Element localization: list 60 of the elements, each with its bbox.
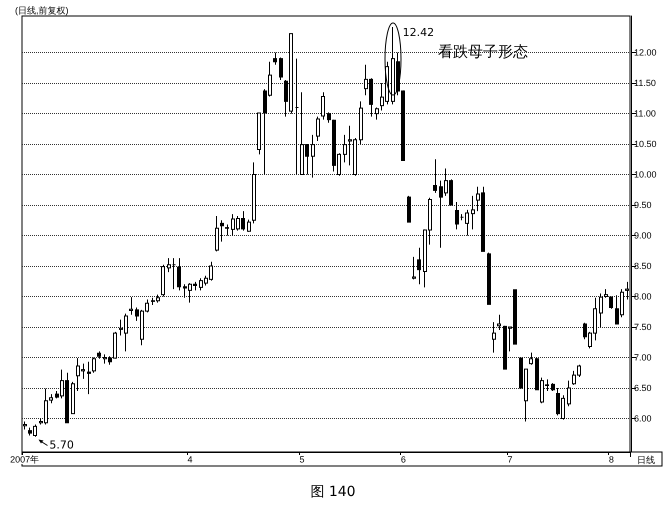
candlestick — [551, 382, 555, 392]
candlestick — [177, 258, 181, 291]
candlestick — [129, 296, 133, 316]
candlestick — [417, 247, 421, 285]
candlestick — [71, 381, 75, 414]
x-tick-label: 5 — [299, 454, 305, 464]
candlestick — [407, 195, 411, 223]
candlestick — [161, 264, 165, 298]
candlestick — [529, 352, 533, 366]
candlestick — [316, 116, 320, 142]
candlestick — [252, 162, 256, 224]
y-tick-label: 6.00 — [634, 413, 652, 424]
candlestick — [87, 361, 91, 395]
candlestick — [321, 92, 325, 120]
y-tick-label: 12.00 — [634, 48, 657, 58]
candlestick — [375, 106, 379, 120]
y-tick-label: 11.00 — [634, 108, 656, 119]
candlestick — [295, 58, 299, 176]
caption: 图 140 — [310, 484, 356, 500]
x-tick-label: 4 — [187, 454, 193, 464]
y-tick-label: 7.50 — [634, 322, 652, 332]
chart-title: (日线,前复权) — [15, 6, 68, 16]
candlestick — [487, 252, 491, 305]
x-tick-label: 7 — [507, 454, 513, 464]
candlestick — [225, 224, 229, 236]
candlestick — [497, 314, 501, 331]
y-tick-label: 9.00 — [634, 230, 652, 241]
x-tick-label: 6 — [400, 454, 406, 464]
y-tick-label: 9.50 — [634, 200, 652, 210]
candlestick — [247, 219, 251, 232]
y-tick-label: 7.00 — [634, 352, 652, 362]
x-tick-label: 2007年 — [10, 454, 40, 464]
y-tick-label: 8.50 — [634, 261, 652, 272]
candlestick — [220, 220, 224, 242]
candlestick — [343, 134, 347, 163]
annotation: 12.42 — [402, 26, 434, 39]
candlestick — [327, 112, 331, 124]
candlestick — [359, 100, 363, 145]
candlestick — [567, 380, 571, 407]
candlestick — [471, 195, 475, 230]
candlestick — [492, 322, 496, 354]
candlestick — [97, 350, 101, 360]
candlestick — [412, 256, 416, 280]
y-tick-label: 10.50 — [634, 139, 657, 150]
x-tick-label: 8 — [608, 454, 614, 464]
candlestick — [279, 56, 283, 81]
candlestick — [433, 158, 437, 194]
y-tick-label: 11.50 — [634, 78, 656, 88]
text: 日线 — [637, 455, 655, 466]
candlestick — [257, 112, 261, 155]
candlestick — [215, 216, 219, 252]
annotation: 5.70 — [49, 438, 74, 452]
candlestick — [92, 356, 96, 374]
y-tick-label: 8.00 — [634, 292, 652, 302]
candlestick — [311, 134, 315, 178]
y-tick-label: 10.00 — [634, 170, 657, 180]
candlestick — [273, 52, 277, 66]
candlestick — [49, 394, 53, 404]
annotation: 看跌母子形态 — [438, 42, 528, 60]
y-tick-label: 6.50 — [634, 382, 652, 393]
